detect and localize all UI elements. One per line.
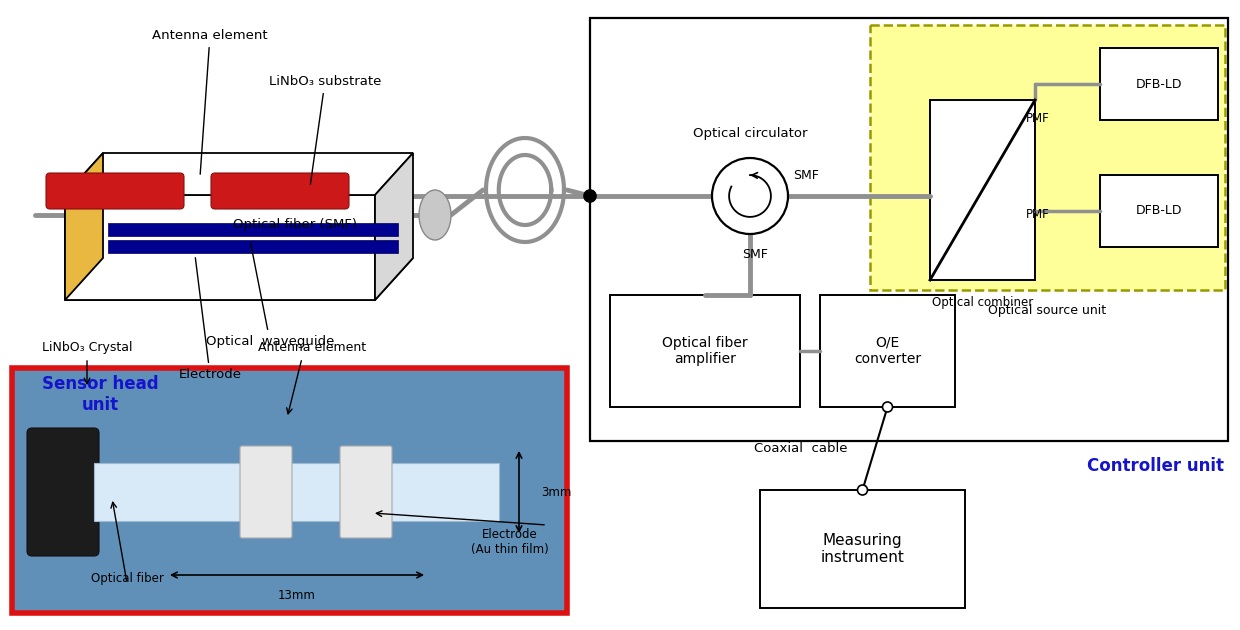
Polygon shape xyxy=(374,153,413,300)
Text: 13mm: 13mm xyxy=(278,589,316,602)
Circle shape xyxy=(712,158,787,234)
Circle shape xyxy=(883,402,893,412)
Bar xyxy=(1100,175,1218,247)
Bar xyxy=(94,463,498,521)
Text: Optical source unit: Optical source unit xyxy=(988,304,1106,317)
Circle shape xyxy=(858,485,868,495)
Bar xyxy=(12,368,567,613)
Bar xyxy=(930,100,1035,280)
Text: LiNbO₃ Crystal: LiNbO₃ Crystal xyxy=(42,341,133,354)
Bar xyxy=(820,295,955,407)
Text: O/E
converter: O/E converter xyxy=(854,336,921,366)
Text: SMF: SMF xyxy=(742,248,768,261)
FancyBboxPatch shape xyxy=(46,173,184,209)
Bar xyxy=(108,240,398,253)
Text: Electrode: Electrode xyxy=(179,258,242,381)
Text: Electrode
(Au thin film): Electrode (Au thin film) xyxy=(471,528,549,556)
Polygon shape xyxy=(64,153,413,195)
Text: DFB-LD: DFB-LD xyxy=(1136,77,1182,91)
Text: Optical combiner: Optical combiner xyxy=(932,296,1033,309)
Text: Optical fiber (SMF): Optical fiber (SMF) xyxy=(233,218,357,231)
Text: Coaxial  cable: Coaxial cable xyxy=(754,442,847,455)
Text: SMF: SMF xyxy=(794,169,818,182)
Text: LiNbO₃ substrate: LiNbO₃ substrate xyxy=(269,75,381,184)
Text: Antenna element: Antenna element xyxy=(153,29,268,175)
Bar xyxy=(610,295,800,407)
FancyBboxPatch shape xyxy=(241,446,291,538)
FancyBboxPatch shape xyxy=(211,173,348,209)
Text: Optical fiber
amplifier: Optical fiber amplifier xyxy=(662,336,748,366)
Text: DFB-LD: DFB-LD xyxy=(1136,205,1182,217)
Polygon shape xyxy=(64,195,374,300)
Text: Measuring
instrument: Measuring instrument xyxy=(821,533,904,565)
Bar xyxy=(1100,48,1218,120)
Bar xyxy=(870,25,1225,290)
FancyBboxPatch shape xyxy=(27,428,99,556)
Polygon shape xyxy=(64,258,413,300)
Circle shape xyxy=(584,190,596,202)
Text: Optical fiber: Optical fiber xyxy=(91,572,164,585)
Text: Optical circulator: Optical circulator xyxy=(693,127,807,140)
Text: PMF: PMF xyxy=(1027,112,1050,125)
Text: Controller unit: Controller unit xyxy=(1087,457,1224,475)
Text: Antenna element: Antenna element xyxy=(258,341,366,354)
Polygon shape xyxy=(64,153,103,300)
Text: Sensor head
unit: Sensor head unit xyxy=(42,375,159,414)
Bar xyxy=(760,490,965,608)
Ellipse shape xyxy=(419,190,451,240)
Text: PMF: PMF xyxy=(1027,209,1050,222)
FancyBboxPatch shape xyxy=(340,446,392,538)
Bar xyxy=(590,18,1228,441)
Text: Optical  waveguide: Optical waveguide xyxy=(206,243,335,348)
Bar xyxy=(108,223,398,236)
Text: 3mm: 3mm xyxy=(541,486,572,498)
